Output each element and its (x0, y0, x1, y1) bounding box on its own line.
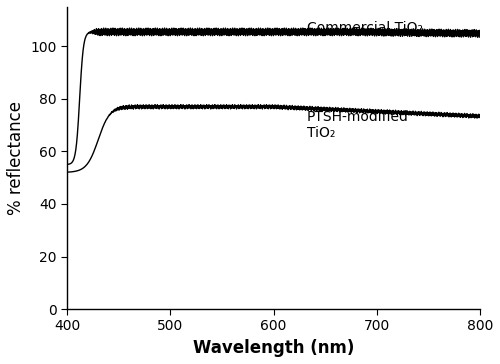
Text: PTSH-modified
TiO₂: PTSH-modified TiO₂ (306, 110, 408, 140)
Text: Commercial TiO₂: Commercial TiO₂ (306, 21, 422, 35)
Y-axis label: % reflectance: % reflectance (7, 101, 25, 215)
X-axis label: Wavelength (nm): Wavelength (nm) (193, 339, 354, 357)
